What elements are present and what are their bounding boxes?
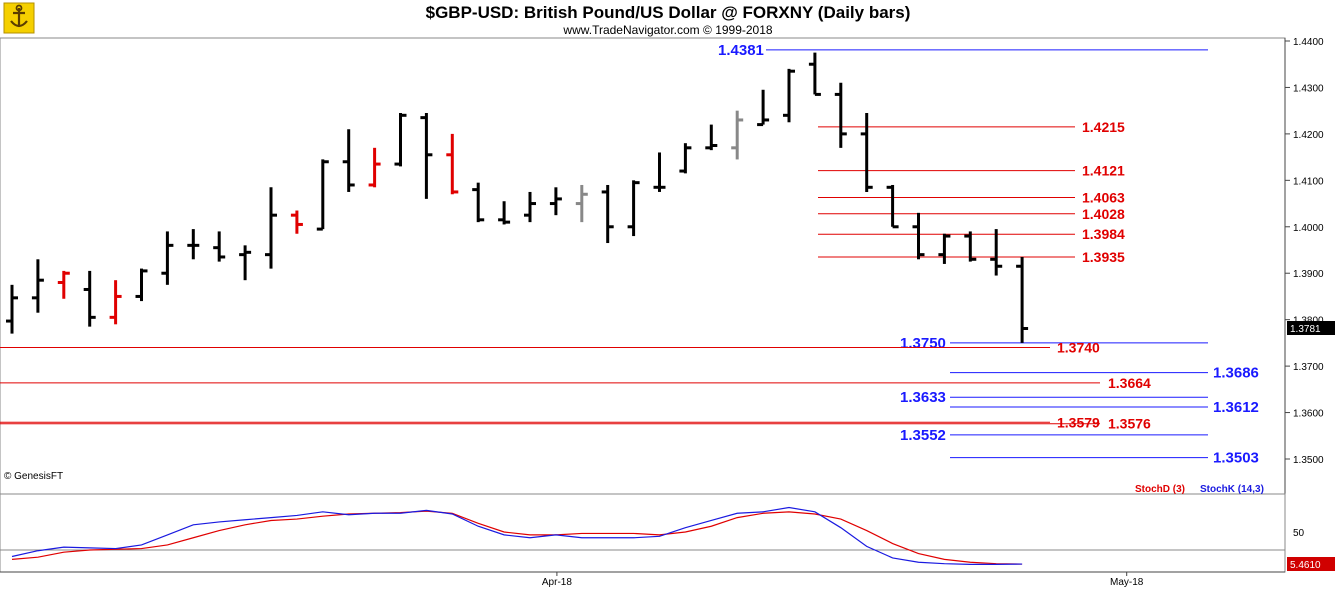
ohlc-bar — [6, 284, 18, 334]
level-label-1.3612: 1.3612 — [1213, 399, 1259, 416]
price-axis-tick-label: 1.4100 — [1293, 176, 1324, 187]
anchor-icon — [3, 2, 35, 34]
ohlc-bar — [472, 182, 485, 223]
level-label-1.4028: 1.4028 — [1082, 206, 1125, 222]
level-label-1.3664: 1.3664 — [1108, 375, 1151, 391]
ohlc-bar — [524, 191, 536, 223]
ohlc-bar — [187, 229, 200, 260]
ohlc-bar — [109, 280, 122, 325]
ohlc-bar — [627, 180, 640, 237]
ohlc-bar — [239, 245, 252, 281]
stoch-axis-tick-label: 50 — [1293, 528, 1305, 539]
price-axis-tick-label: 1.3700 — [1293, 362, 1324, 373]
level-label-1.3552: 1.3552 — [900, 427, 946, 444]
ohlc-bar — [938, 233, 951, 264]
ohlc-bar — [213, 231, 226, 262]
copyright: © GenesisFT — [4, 471, 63, 482]
ohlc-bars — [6, 52, 1029, 343]
last-price-tag: 1.3781 — [1287, 321, 1335, 335]
ohlc-bar — [290, 210, 303, 234]
price-axis-tick-label: 1.4200 — [1293, 130, 1324, 141]
level-label-1.3984: 1.3984 — [1082, 226, 1125, 242]
stochastic-lines — [11, 506, 1023, 566]
ohlc-bar — [135, 268, 148, 302]
ohlc-bar — [1016, 256, 1029, 343]
level-label-1.3686: 1.3686 — [1213, 365, 1259, 382]
price-axis-tick-label: 1.3600 — [1293, 409, 1324, 420]
price-axis-tick-label: 1.3500 — [1293, 455, 1324, 466]
level-label-1.4215: 1.4215 — [1082, 119, 1125, 135]
header: $GBP-USD: British Pound/US Dollar @ FORX… — [3, 2, 911, 37]
ohlc-bar — [549, 187, 562, 216]
stochastic-panel — [0, 493, 1286, 573]
ohlc-bar — [601, 184, 614, 244]
ohlc-bar — [498, 201, 511, 225]
level-label-1.3503: 1.3503 — [1213, 450, 1259, 467]
stoch-d-legend: StochD (3) — [1135, 484, 1185, 495]
stochastic-axis: 50 — [1293, 528, 1305, 539]
ohlc-bar — [57, 270, 70, 299]
level-label-1.3935: 1.3935 — [1082, 249, 1125, 265]
stoch-k-legend: StochK (14,3) — [1200, 484, 1264, 495]
ohlc-bar — [886, 184, 899, 229]
ohlc-bar — [368, 147, 381, 188]
ohlc-bar — [342, 129, 355, 192]
ohlc-bar — [731, 110, 744, 160]
price-axis-tick-label: 1.4400 — [1293, 37, 1324, 48]
ohlc-bar — [912, 212, 925, 260]
stoch-k-line — [11, 506, 1023, 566]
ohlc-bar — [834, 82, 847, 148]
x-axis-tick-label: May-18 — [1110, 577, 1144, 588]
ohlc-bar — [783, 68, 795, 123]
ohlc-bar — [705, 124, 718, 151]
level-label-1.3579: 1.3579 — [1057, 414, 1100, 430]
ohlc-bar — [964, 231, 977, 262]
ohlc-bar — [575, 184, 588, 223]
level-label-1.3750: 1.3750 — [900, 335, 946, 352]
ohlc-bar — [446, 133, 459, 195]
level-label-1.3633: 1.3633 — [900, 389, 946, 406]
ohlc-bar — [394, 112, 407, 167]
chart-subtitle: www.TradeNavigator.com © 1999-2018 — [562, 23, 772, 37]
ohlc-bar — [860, 112, 873, 192]
x-axis: Apr-18 May-18 — [542, 572, 1144, 588]
price-axis-tick-label: 1.3900 — [1293, 269, 1324, 280]
last-price-label: 1.3781 — [1290, 324, 1321, 335]
price-axis-tick-label: 1.4000 — [1293, 223, 1324, 234]
level-label-1.4121: 1.4121 — [1082, 163, 1125, 179]
level-label-1.4381: 1.4381 — [718, 42, 764, 59]
stoch-d-line — [11, 510, 1023, 565]
ohlc-bar — [420, 112, 433, 199]
chart-title: $GBP-USD: British Pound/US Dollar @ FORX… — [426, 3, 911, 22]
ohlc-bar — [757, 89, 770, 127]
ohlc-bar — [808, 52, 821, 96]
ohlc-bar — [161, 231, 174, 285]
level-label-1.3740: 1.3740 — [1057, 340, 1100, 356]
price-panel — [0, 37, 1286, 495]
ohlc-bar — [316, 159, 329, 231]
level-label-1.4063: 1.4063 — [1082, 190, 1125, 206]
price-axis: 1.44001.43001.42001.41001.40001.39001.38… — [1285, 37, 1324, 466]
price-axis-tick-label: 1.4300 — [1293, 83, 1324, 94]
x-axis-tick-label: Apr-18 — [542, 577, 572, 588]
ohlc-bar — [31, 259, 44, 313]
stoch-last-label: 5.4610 — [1290, 560, 1321, 571]
level-label-1.3576: 1.3576 — [1108, 416, 1151, 432]
ohlc-bar — [83, 270, 96, 327]
stoch-last-tag: 5.4610 — [1287, 557, 1335, 571]
ohlc-bar — [990, 229, 1003, 276]
ohlc-bar — [653, 152, 666, 192]
ohlc-bar — [265, 187, 277, 269]
ohlc-bar — [679, 143, 692, 174]
